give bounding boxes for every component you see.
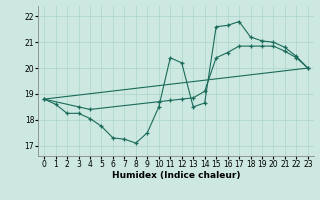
X-axis label: Humidex (Indice chaleur): Humidex (Indice chaleur) — [112, 171, 240, 180]
